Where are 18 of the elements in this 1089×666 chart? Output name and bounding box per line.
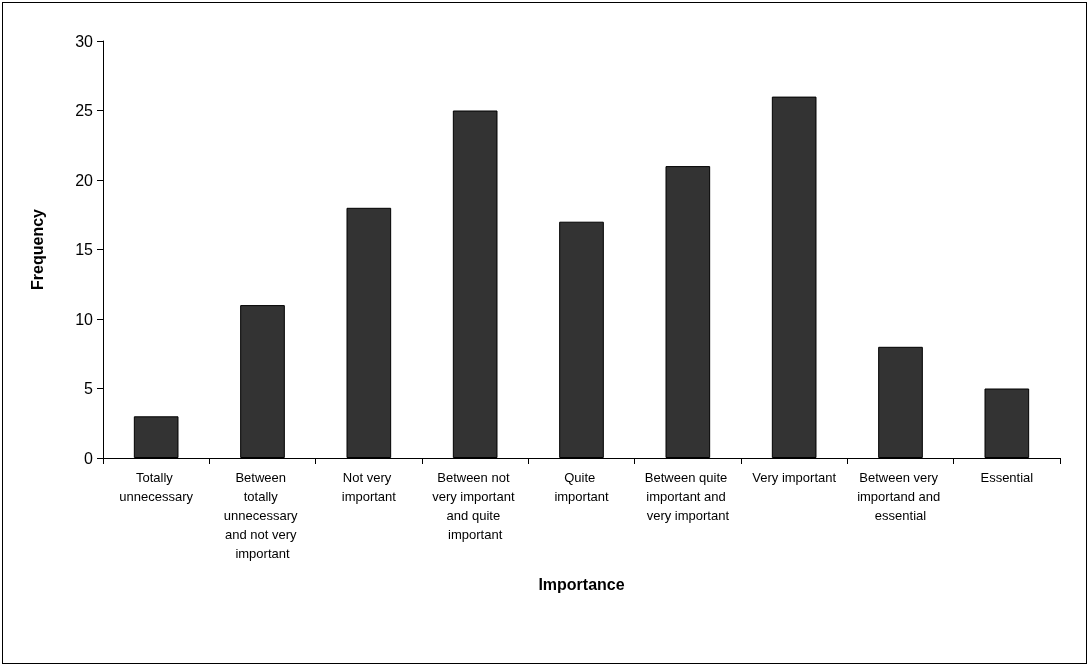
x-tick-label: Not very important [341, 470, 397, 504]
x-tick-label: Between quite important and very important [644, 470, 731, 523]
y-tick-label: 30 [75, 32, 94, 50]
y-tick-label: 10 [75, 310, 94, 328]
y-tick-label: 5 [84, 380, 94, 397]
x-tick-label: Totally unnecessary [119, 470, 194, 504]
y-tick-label: 0 [84, 449, 94, 467]
x-tick-label: Between totally unnecessary and not very important [223, 470, 302, 561]
x-tick-label: Very important [752, 470, 837, 485]
x-tick-label: Between very importand and essential [857, 470, 944, 523]
x-tick-label: Essential [980, 470, 1034, 485]
x-axis-title: Importance [538, 575, 625, 593]
x-tick-label: Quite important [554, 470, 609, 504]
y-tick-label: 15 [75, 241, 94, 258]
x-tick-label: Between not very important and quite important [432, 470, 519, 542]
y-axis-title: Frequency [28, 208, 46, 290]
y-tick-label: 25 [75, 102, 94, 119]
y-tick-label: 20 [75, 171, 94, 189]
